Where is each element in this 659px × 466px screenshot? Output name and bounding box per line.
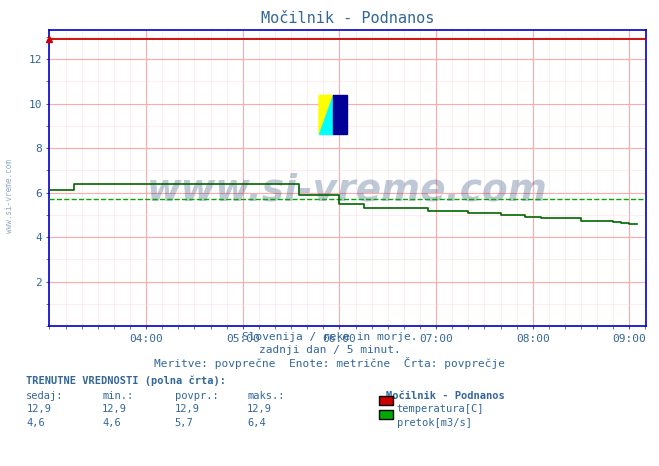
Text: povpr.:: povpr.: [175,391,218,400]
Text: 5,7: 5,7 [175,418,193,427]
Text: maks.:: maks.: [247,391,285,400]
Text: sedaj:: sedaj: [26,391,64,400]
Text: TRENUTNE VREDNOSTI (polna črta):: TRENUTNE VREDNOSTI (polna črta): [26,375,226,386]
Text: Močilnik - Podnanos: Močilnik - Podnanos [386,391,504,400]
Polygon shape [333,96,347,134]
Title: Močilnik - Podnanos: Močilnik - Podnanos [261,11,434,27]
Polygon shape [319,96,333,134]
Text: 12,9: 12,9 [175,404,200,414]
Text: 4,6: 4,6 [26,418,45,427]
Text: 12,9: 12,9 [26,404,51,414]
Text: Meritve: povprečne  Enote: metrične  Črta: povprečje: Meritve: povprečne Enote: metrične Črta:… [154,357,505,370]
Text: zadnji dan / 5 minut.: zadnji dan / 5 minut. [258,345,401,355]
Text: www.si-vreme.com: www.si-vreme.com [147,172,548,208]
Text: 6,4: 6,4 [247,418,266,427]
Text: Slovenija / reke in morje.: Slovenija / reke in morje. [242,332,417,342]
Text: temperatura[C]: temperatura[C] [397,404,484,414]
Text: min.:: min.: [102,391,133,400]
Text: pretok[m3/s]: pretok[m3/s] [397,418,472,427]
Text: www.si-vreme.com: www.si-vreme.com [5,159,14,233]
Text: 12,9: 12,9 [247,404,272,414]
Text: 4,6: 4,6 [102,418,121,427]
Polygon shape [319,96,333,134]
Text: 12,9: 12,9 [102,404,127,414]
